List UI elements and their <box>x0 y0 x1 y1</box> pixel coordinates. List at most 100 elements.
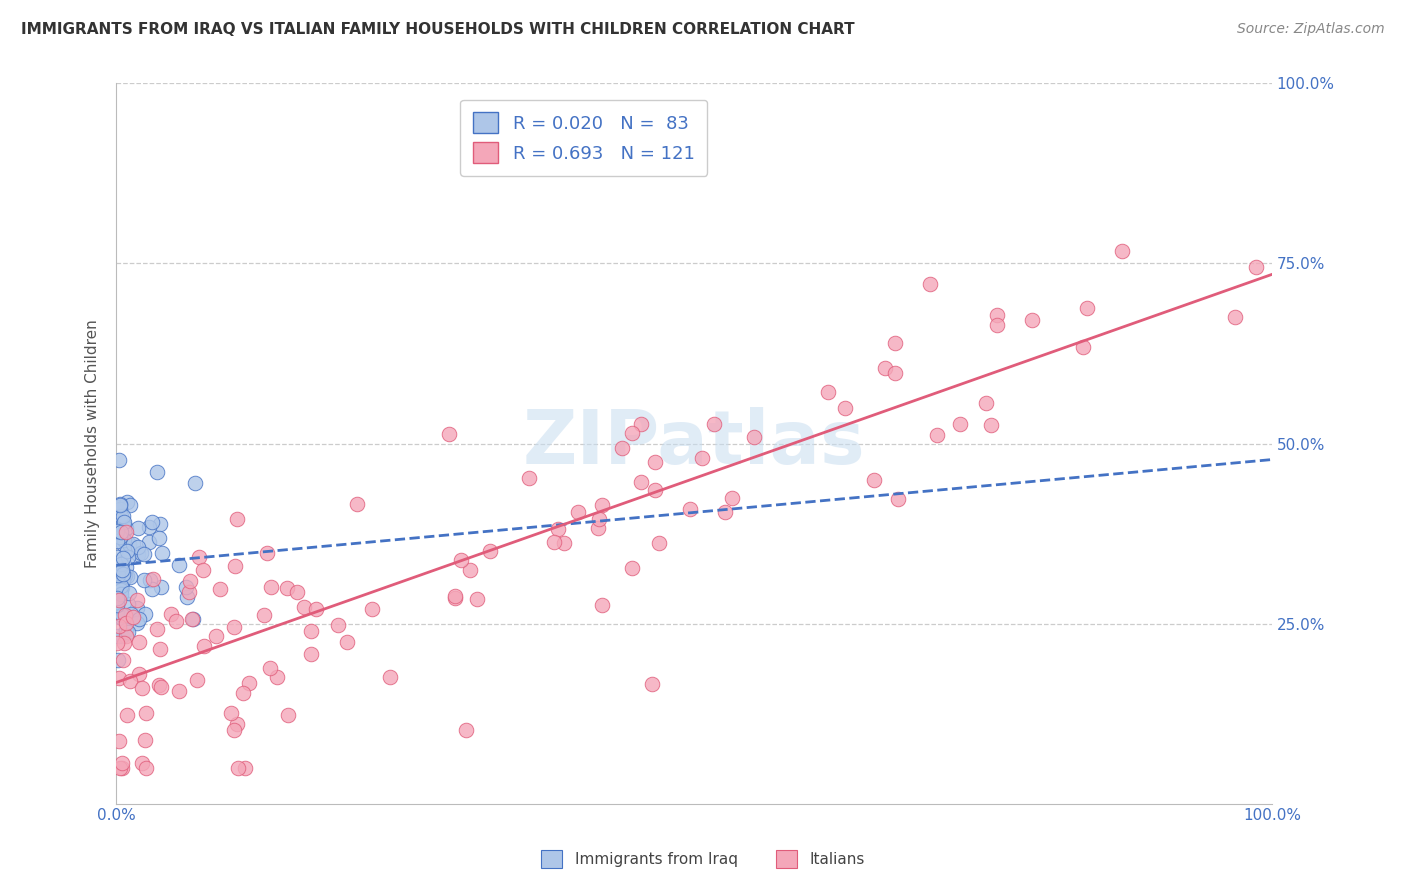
Point <box>110 498 132 512</box>
Point <box>108 502 131 516</box>
Point <box>277 707 299 722</box>
Point <box>111 556 134 570</box>
Point <box>380 670 402 684</box>
Point <box>179 585 201 599</box>
Point <box>630 417 652 431</box>
Point <box>111 537 134 551</box>
Point <box>110 587 132 601</box>
Point <box>115 559 138 574</box>
Point <box>1073 340 1095 354</box>
Point <box>107 555 129 569</box>
Point <box>150 680 173 694</box>
Point <box>115 525 138 540</box>
Point <box>134 573 156 587</box>
Point <box>108 761 131 775</box>
Point <box>108 618 131 632</box>
Point <box>630 475 652 489</box>
Point <box>591 599 613 613</box>
Point <box>326 618 349 632</box>
Point <box>110 509 132 524</box>
Point <box>193 563 215 577</box>
Point <box>588 512 610 526</box>
Point <box>648 536 671 550</box>
Point <box>292 600 315 615</box>
Point <box>586 521 609 535</box>
Point <box>112 515 135 529</box>
Point <box>222 620 245 634</box>
Point <box>107 653 129 667</box>
Point <box>276 581 298 595</box>
Point <box>112 533 135 548</box>
Point <box>679 502 702 516</box>
Point <box>883 336 905 351</box>
Point <box>1076 301 1098 315</box>
Point <box>817 384 839 399</box>
Point <box>128 666 150 681</box>
Point <box>1111 244 1133 258</box>
Point <box>110 583 132 598</box>
Text: ZIPatlas: ZIPatlas <box>523 407 866 480</box>
Point <box>610 441 633 455</box>
Point <box>948 417 970 431</box>
Point <box>1223 310 1246 325</box>
Point <box>238 676 260 690</box>
Point <box>138 535 160 549</box>
Point <box>120 498 142 512</box>
Point <box>128 540 150 554</box>
Point <box>165 614 187 628</box>
Point <box>439 426 461 441</box>
Point <box>110 629 132 643</box>
Point <box>517 470 540 484</box>
Point <box>181 612 204 626</box>
Point <box>139 573 162 587</box>
Point <box>132 547 155 561</box>
Point <box>108 593 131 607</box>
Point <box>149 580 172 594</box>
Point <box>108 671 131 685</box>
Point <box>145 465 167 479</box>
Point <box>111 580 134 594</box>
Point <box>125 593 148 607</box>
Point <box>226 761 249 775</box>
Point <box>111 653 134 667</box>
Point <box>209 582 232 596</box>
Point <box>146 622 169 636</box>
Point <box>135 706 157 721</box>
Point <box>112 515 135 529</box>
Point <box>301 624 323 638</box>
Point <box>111 607 134 622</box>
Point <box>135 761 157 775</box>
Point <box>117 550 139 565</box>
Point <box>107 595 129 609</box>
Point <box>884 367 907 381</box>
Point <box>986 308 1008 322</box>
Point <box>169 558 191 572</box>
Point <box>443 589 465 603</box>
Point <box>335 635 357 649</box>
Point <box>108 610 131 624</box>
Point <box>454 723 477 738</box>
Point <box>179 574 201 589</box>
Point <box>127 521 149 535</box>
Point <box>458 563 481 577</box>
Point <box>120 673 142 688</box>
Point <box>107 568 129 582</box>
Point <box>176 590 198 604</box>
Y-axis label: Family Households with Children: Family Households with Children <box>86 319 100 568</box>
Point <box>128 612 150 626</box>
Point <box>205 629 228 643</box>
Legend: R = 0.020   N =  83, R = 0.693   N = 121: R = 0.020 N = 83, R = 0.693 N = 121 <box>460 100 707 176</box>
Point <box>114 567 136 582</box>
Point <box>122 537 145 551</box>
Point <box>115 623 138 637</box>
Point <box>141 582 163 596</box>
Point <box>107 533 129 548</box>
Point <box>259 661 281 675</box>
Point <box>127 616 149 631</box>
Point <box>174 580 197 594</box>
Point <box>108 564 131 578</box>
Point <box>107 599 129 613</box>
Point <box>253 608 276 623</box>
Point <box>361 602 384 616</box>
Point <box>111 611 134 625</box>
